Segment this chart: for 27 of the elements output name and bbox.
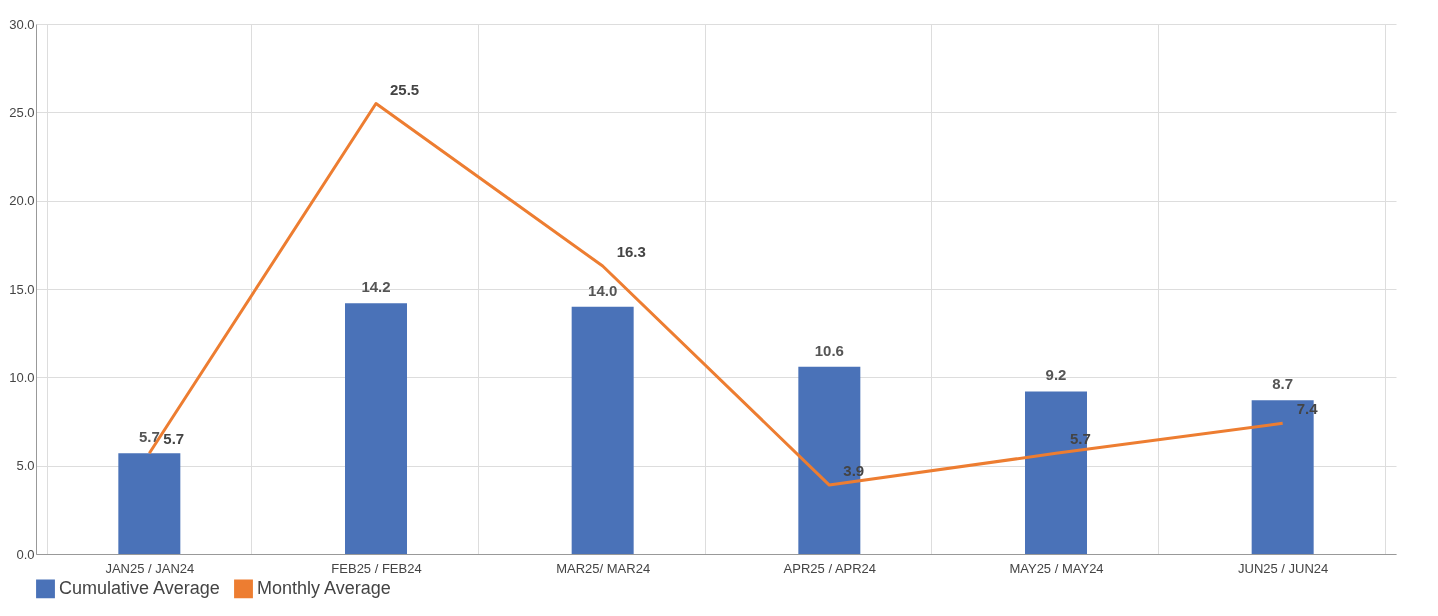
data-label: 14.0 <box>588 281 618 299</box>
x-tick-label: MAR25/ MAR24 <box>556 560 651 576</box>
data-label: 8.7 <box>1272 375 1294 393</box>
bar <box>345 303 407 554</box>
data-label: 5.7 <box>163 430 185 448</box>
y-tick-label: 30.0 <box>9 16 35 32</box>
bar <box>118 453 181 554</box>
data-label: 25.5 <box>390 80 420 98</box>
x-tick-label: JUN25 / JUN24 <box>1238 560 1329 576</box>
x-tick-label: FEB25 / FEB24 <box>331 560 422 576</box>
data-label: 5.7 <box>138 428 160 446</box>
y-tick-label: 10.0 <box>9 369 35 385</box>
y-tick-label: 0.0 <box>16 546 35 562</box>
data-label: 9.2 <box>1045 366 1067 384</box>
data-label: 14.2 <box>361 278 391 296</box>
bar <box>571 306 634 554</box>
legend-label: Cumulative Average <box>59 577 220 598</box>
x-tick-label: MAY25 / MAY24 <box>1009 560 1104 576</box>
y-tick-label: 20.0 <box>9 193 35 209</box>
data-label: 10.6 <box>814 341 844 359</box>
x-tick-label: APR25 / APR24 <box>783 560 877 576</box>
y-tick-label: 25.0 <box>9 104 35 120</box>
x-tick-label: JAN25 / JAN24 <box>105 560 195 576</box>
data-label: 16.3 <box>616 243 646 261</box>
y-tick-label: 15.0 <box>9 281 35 297</box>
y-tick-label: 5.0 <box>16 458 35 474</box>
legend-label: Monthly Average <box>257 577 391 598</box>
